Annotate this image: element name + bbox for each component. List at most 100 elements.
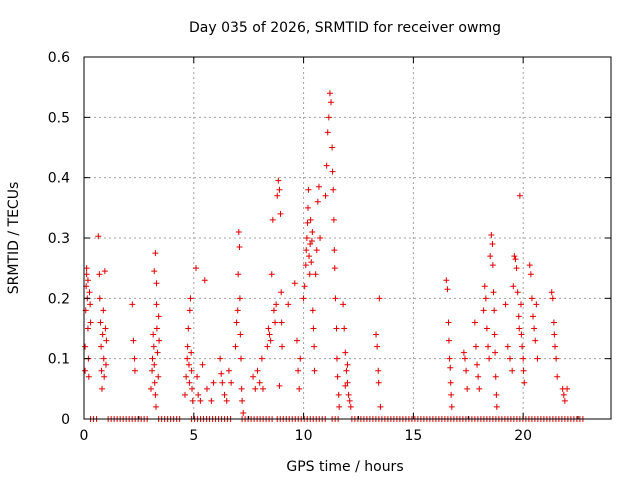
y-tick-label: 0.4 (48, 171, 70, 187)
axis-ticks: 0 5 10 15 20 0 0.1 0.2 0.3 0.4 0.5 0.6 (48, 50, 611, 444)
data-point (156, 337, 163, 344)
data-point (376, 295, 383, 302)
data-point (307, 216, 314, 223)
data-point (548, 289, 555, 296)
data-point (331, 247, 338, 254)
data-point (131, 367, 138, 374)
data-point (149, 367, 156, 374)
data-point (183, 373, 190, 380)
data-point (252, 385, 259, 392)
data-point (333, 355, 340, 362)
data-point (309, 228, 316, 235)
data-point (311, 343, 318, 350)
y-tick-label: 0.2 (48, 291, 70, 307)
data-point (99, 331, 106, 338)
data-point (86, 289, 93, 296)
data-point (344, 361, 351, 368)
y-tick-label: 0.5 (48, 110, 70, 126)
data-point (482, 295, 489, 302)
data-point (256, 379, 263, 386)
data-point (515, 313, 522, 320)
data-point (492, 373, 499, 380)
data-point (129, 301, 136, 308)
data-point (155, 313, 162, 320)
data-point (82, 367, 89, 374)
data-point (481, 283, 488, 290)
data-point (153, 301, 160, 308)
data-point (276, 186, 283, 193)
data-point (306, 271, 313, 278)
data-point (269, 216, 276, 223)
data-point (325, 114, 332, 121)
data-point (278, 289, 285, 296)
data-point (275, 177, 282, 184)
data-point (98, 343, 105, 350)
data-point (550, 319, 557, 326)
data-point (197, 397, 204, 404)
data-point (101, 268, 108, 275)
data-point (513, 265, 520, 272)
data-point (483, 325, 490, 332)
data-point (493, 403, 500, 410)
data-point (155, 373, 162, 380)
data-point (150, 343, 157, 350)
data-point (375, 379, 382, 386)
data-point (273, 301, 280, 308)
y-tick-label: 0.1 (48, 352, 70, 368)
data-point (210, 379, 217, 386)
data-point (203, 385, 210, 392)
data-point (235, 228, 242, 235)
data-point (552, 343, 559, 350)
data-point (307, 241, 314, 248)
data-point (236, 244, 243, 251)
data-point (84, 277, 91, 284)
data-point (329, 144, 336, 151)
data-point (471, 319, 478, 326)
data-point (448, 403, 455, 410)
data-point (265, 325, 272, 332)
y-tick-label: 0 (61, 412, 70, 428)
data-point (153, 325, 160, 332)
data-point (274, 192, 281, 199)
data-point (310, 325, 317, 332)
data-point (295, 367, 302, 374)
data-point (250, 373, 257, 380)
data-point (445, 337, 452, 344)
data-point (239, 397, 246, 404)
data-point (199, 361, 206, 368)
data-point (514, 289, 521, 296)
data-point (308, 259, 315, 266)
data-point (272, 319, 279, 326)
data-point (561, 397, 568, 404)
x-axis-label: GPS time / hours (286, 459, 403, 475)
data-point (331, 265, 338, 272)
data-point (268, 271, 275, 278)
data-point (305, 186, 312, 193)
data-point (238, 355, 245, 362)
y-tick-label: 0.3 (48, 231, 70, 247)
data-point (474, 361, 481, 368)
data-point (98, 367, 105, 374)
data-point (301, 283, 308, 290)
data-point (219, 379, 226, 386)
data-point (291, 280, 298, 287)
x-tick-label: 0 (80, 428, 89, 444)
data-point (346, 397, 353, 404)
data-point (516, 325, 523, 332)
data-point (238, 385, 245, 392)
data-point (184, 343, 191, 350)
data-point (519, 343, 526, 350)
data-point (303, 235, 310, 241)
data-point (270, 307, 277, 314)
data-point (464, 385, 471, 392)
data-point (324, 129, 331, 136)
data-point (332, 295, 339, 302)
data-point (553, 355, 560, 362)
data-point (444, 286, 451, 293)
data-point (201, 277, 208, 284)
data-point (185, 325, 192, 332)
data-point (489, 241, 496, 248)
data-point (504, 343, 511, 350)
data-point (254, 367, 261, 374)
data-point (189, 385, 196, 392)
